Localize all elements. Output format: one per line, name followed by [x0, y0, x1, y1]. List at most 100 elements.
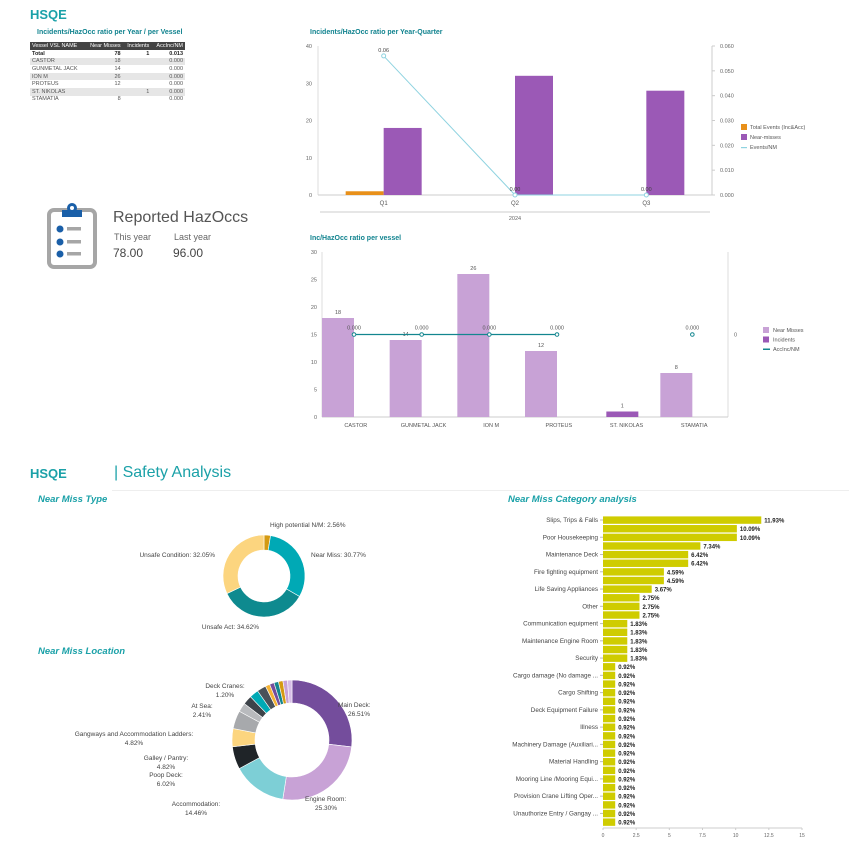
category-chart: 11.93% Slips, Trips & Falls 10.09% 10.09% Po…	[512, 516, 805, 839]
bar-data-label: 1.83%	[630, 648, 648, 654]
near-miss-bar	[457, 274, 490, 417]
category-label: Unauthorize Entry / Gangay ...	[513, 810, 598, 817]
slice-label: Unsafe Act: 34.62%	[202, 624, 259, 631]
bar-data-label: 7.34%	[703, 544, 721, 550]
bar-data-label: 0.92%	[618, 726, 636, 732]
vessel-chart-title: Inc/HazOcc ratio per vessel	[310, 235, 402, 242]
x-tick-label: CASTOR	[344, 423, 367, 429]
category-label: Life Saving Appliances	[535, 586, 598, 593]
bar-data-label: 0.92%	[618, 743, 636, 749]
near-miss-bar	[389, 340, 422, 417]
slice-label: At Sea:	[191, 703, 213, 710]
table-cell: 1	[146, 50, 150, 57]
near-miss-type-donut: High potential N/M: 2.56% Near Miss: 30.7…	[139, 522, 366, 631]
bar-data-label: 0.92%	[618, 717, 636, 723]
x-tick-label: 15	[799, 833, 805, 839]
total-events-bar	[345, 191, 384, 195]
column-header[interactable]: Near Misses	[84, 42, 123, 50]
column-header[interactable]: Vessel VSL NAME	[30, 42, 85, 50]
bar-data-label: 8	[675, 365, 678, 371]
bar-data-label: 2.75%	[642, 613, 660, 619]
table-row: CASTOR 18 0.000	[30, 57, 185, 66]
slice-label: Galley / Pantry:	[144, 755, 189, 762]
section-title: HSQE	[30, 466, 67, 481]
bar-data-label: 1.83%	[630, 639, 648, 645]
table-cell: 0.000	[169, 96, 183, 103]
bar-data-label: 0.92%	[618, 700, 636, 706]
bar-data-label: 0.92%	[618, 682, 636, 688]
bar-data-label: 1.83%	[630, 657, 648, 663]
category-label: Maintenance Engine Room	[522, 638, 598, 645]
group-label: 2024	[509, 216, 521, 222]
category-label: Deck Equipment Failure	[531, 707, 599, 714]
column-header[interactable]: AccInc/NM	[151, 42, 185, 50]
category-chart-title: Near Miss Category analysis	[508, 494, 637, 505]
category-bar	[603, 645, 628, 654]
category-bar	[603, 740, 616, 749]
category-bar	[603, 801, 616, 809]
line-point	[554, 332, 560, 337]
line-point	[487, 332, 492, 337]
category-bar	[603, 611, 640, 619]
category-label: Material Handling	[549, 759, 598, 766]
legend-label: Total Events (Inc&Acc)	[750, 125, 805, 131]
donut-slice	[226, 586, 300, 618]
table-cell: ION M	[30, 72, 85, 81]
slice-label: Deck Cranes:	[205, 683, 245, 690]
bar-data-label: 0.92%	[618, 734, 636, 740]
x-tick-label: 10	[733, 833, 739, 839]
x-tick-label: Q1	[380, 201, 389, 207]
category-label: Mooring Line /Mooring Equi...	[516, 776, 599, 783]
bar-data-label: 12	[538, 343, 544, 349]
category-bar	[603, 533, 737, 542]
bar-data-label: 0.92%	[618, 812, 636, 818]
bar-data-label: 0.92%	[618, 691, 636, 697]
near-miss-bar	[660, 373, 693, 417]
legend-swatch	[763, 336, 769, 343]
slice-pct: 6.02%	[157, 781, 176, 788]
legend-swatch	[741, 134, 747, 140]
category-label: Cargo damage (No damage ...	[513, 672, 598, 679]
category-bar	[603, 594, 640, 602]
donut-slice	[282, 743, 352, 801]
slice-pct: 4.82%	[157, 764, 176, 771]
last-year-value: 96.00	[173, 246, 204, 260]
near-miss-bar	[383, 127, 422, 195]
category-label: Slips, Trips & Falls	[546, 517, 598, 524]
legend-swatch	[763, 348, 770, 350]
column-header[interactable]: Incidents	[122, 42, 152, 50]
category-bar	[603, 749, 616, 757]
category-bar	[603, 697, 616, 706]
category-bar	[603, 714, 616, 723]
bar-data-label: 0.92%	[618, 760, 636, 766]
slice-label: Gangways and Accommodation Ladders:	[75, 731, 194, 738]
divider	[112, 490, 849, 491]
slice-pct: 4.82%	[125, 740, 144, 747]
category-bar	[603, 792, 616, 800]
category-bar	[603, 516, 762, 524]
table-cell	[123, 80, 152, 88]
x-tick-label: ION M	[483, 423, 499, 429]
legend-label: Near Misses	[773, 328, 804, 334]
category-bar	[603, 585, 652, 593]
legend-swatch	[741, 147, 747, 149]
bar-data-label: 18	[335, 310, 341, 316]
table-cell: 12	[114, 81, 121, 88]
table-cell: GUNMETAL JACK	[32, 65, 78, 72]
category-bar	[603, 654, 628, 662]
x-tick-label: 0	[602, 833, 605, 839]
x-tick-label: ST. NIKOLAS	[610, 423, 644, 429]
clipboard-icon	[45, 200, 100, 270]
table-row: GUNMETAL JACK 14 0.000	[30, 65, 185, 73]
quarter-chart: 0 10 20 30 40 0.000 0.010 0.020 0.030 0.040 0.050 0…	[306, 44, 806, 222]
category-bar	[603, 723, 616, 731]
legend-swatch	[741, 124, 747, 130]
table-cell: 26	[84, 72, 123, 81]
table-cell	[84, 87, 123, 96]
table-row: Total 78 1 0.013	[30, 50, 185, 58]
table-cell: 0.013	[169, 50, 183, 57]
line-data-label: 0.000	[482, 326, 496, 332]
bar-data-label: 0.92%	[618, 674, 636, 680]
slice-label: High potential N/M: 2.56%	[270, 522, 346, 529]
